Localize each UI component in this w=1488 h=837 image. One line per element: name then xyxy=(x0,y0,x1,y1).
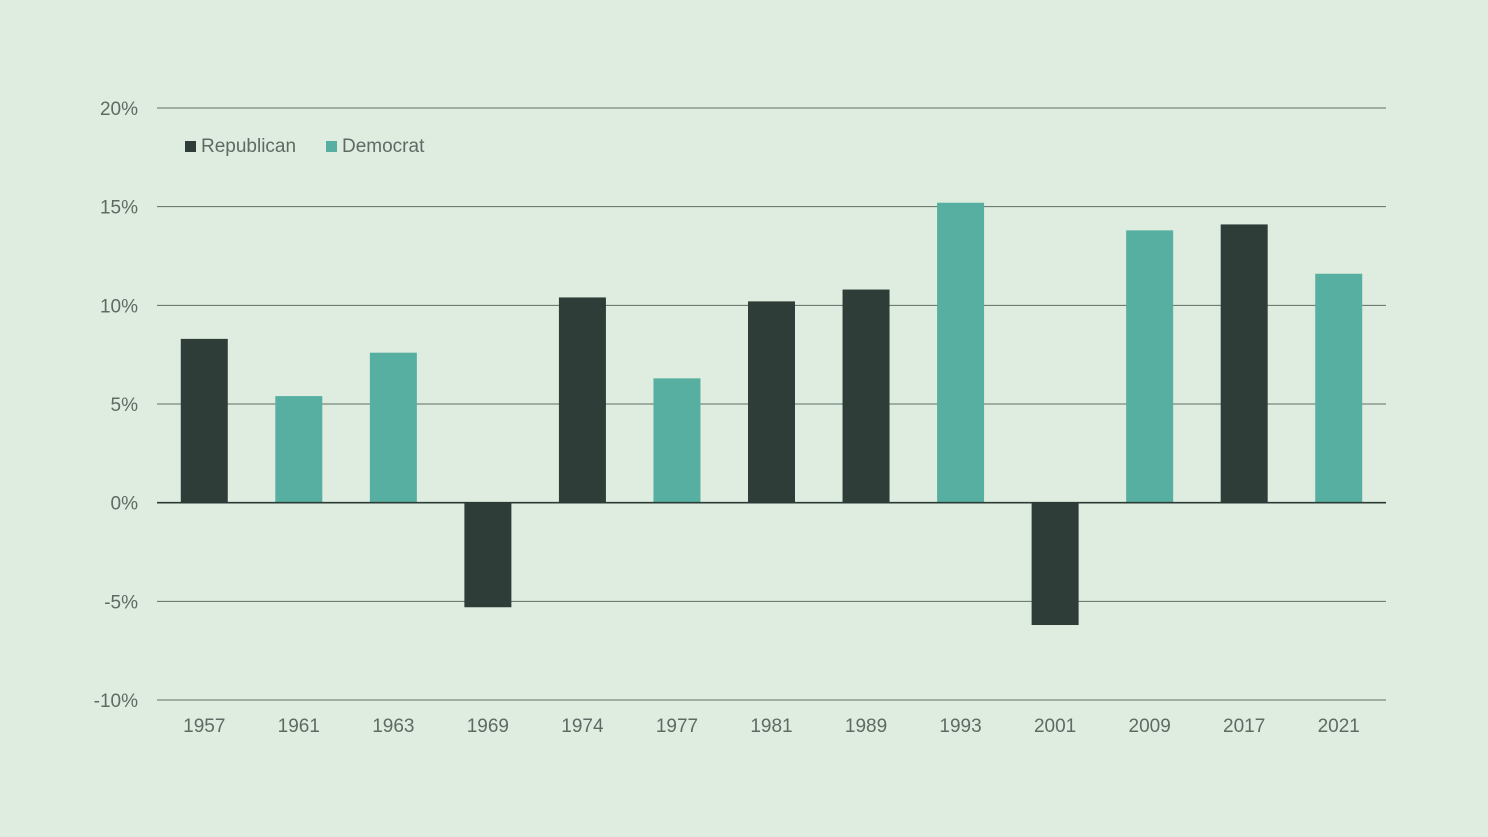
x-tick-label: 1974 xyxy=(561,716,604,737)
bar-2009 xyxy=(1126,230,1174,503)
bar-1974 xyxy=(558,297,606,503)
x-axis-tick-labels: 1957 1961 1963 1969 1974 1977 1981 1989 1993 2001… xyxy=(183,716,1360,737)
y-axis-tick-labels: 20% 15% 10% 5% 0% -5% -10% xyxy=(94,99,138,712)
x-tick-label: 2021 xyxy=(1318,716,1360,737)
y-tick-label: 10% xyxy=(100,296,138,317)
x-tick-label: 2017 xyxy=(1223,716,1265,737)
x-tick-label: 1989 xyxy=(845,716,887,737)
x-tick-label: 2009 xyxy=(1129,716,1171,737)
x-tick-label: 1963 xyxy=(372,716,414,737)
bar-2001 xyxy=(1031,502,1079,626)
legend-swatch-republican xyxy=(185,141,196,152)
bar-1961 xyxy=(275,396,323,503)
x-tick-label: 1993 xyxy=(939,716,981,737)
bar-1977 xyxy=(653,378,701,503)
bar-1993 xyxy=(937,202,985,503)
x-tick-label: 1969 xyxy=(467,716,509,737)
legend-label-democrat: Democrat xyxy=(342,136,425,157)
bar-1969 xyxy=(464,502,512,608)
bar-1963 xyxy=(369,352,417,503)
y-tick-label: 5% xyxy=(111,395,139,416)
legend-label-republican: Republican xyxy=(201,136,296,157)
y-tick-label: 0% xyxy=(111,494,139,515)
x-tick-label: 1961 xyxy=(278,716,320,737)
x-tick-label: 1957 xyxy=(183,716,225,737)
y-tick-label: 15% xyxy=(100,198,138,219)
y-tick-label: 20% xyxy=(100,99,138,120)
bar-1981 xyxy=(748,301,795,503)
x-tick-label: 1981 xyxy=(750,716,792,737)
y-tick-label: -5% xyxy=(104,592,138,613)
bars xyxy=(180,202,1363,626)
legend-swatch-democrat xyxy=(326,141,337,152)
legend: Republican Democrat xyxy=(185,136,425,157)
bar-2021 xyxy=(1315,273,1363,503)
x-tick-label: 1977 xyxy=(656,716,698,737)
bar-1957 xyxy=(180,338,228,503)
bar-2017 xyxy=(1220,224,1268,503)
y-tick-label: -10% xyxy=(94,691,138,712)
x-tick-label: 2001 xyxy=(1034,716,1076,737)
bar-1989 xyxy=(842,289,890,503)
